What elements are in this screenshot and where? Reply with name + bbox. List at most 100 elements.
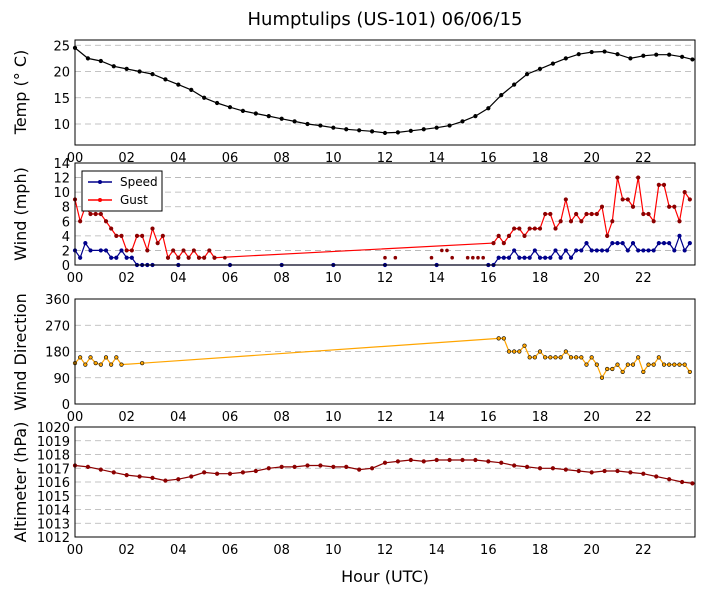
wind-direction-point: [584, 362, 589, 367]
speed-point: [636, 248, 641, 253]
temp-point: [615, 52, 620, 57]
wind-direction-point: [88, 355, 93, 360]
speed-point: [579, 248, 584, 253]
temp-point: [150, 72, 155, 77]
wind-direction-point: [543, 355, 548, 360]
speed-point: [687, 241, 692, 246]
gust-point: [476, 255, 480, 260]
altimeter-point: [305, 463, 310, 468]
temp-point: [512, 82, 517, 87]
wind-direction-point: [83, 362, 88, 367]
temp-point: [202, 95, 207, 100]
gust-point: [558, 219, 563, 224]
temp-xtick-label: 08: [273, 151, 290, 166]
altimeter-point: [434, 457, 439, 463]
gust-point: [517, 226, 522, 231]
altimeter-xtick-label: 20: [583, 543, 600, 558]
wind-direction-point: [574, 355, 579, 360]
temp-point: [176, 82, 181, 87]
speed-point: [630, 241, 636, 246]
wind-xtick-label: 08: [273, 271, 290, 286]
temp-xtick-label: 18: [532, 151, 549, 166]
speed-point: [88, 248, 93, 253]
speed-point: [625, 248, 630, 253]
speed-point: [651, 248, 656, 253]
wind-direction-point: [677, 362, 682, 367]
temp-point: [434, 125, 439, 130]
legend: Speed Gust: [81, 170, 163, 212]
speed-point: [506, 255, 512, 260]
wind-xtick-label: 02: [118, 271, 135, 286]
wind-xtick-label: 16: [480, 271, 497, 286]
chart-title: Humptulips (US-101) 06/06/15: [248, 9, 523, 30]
altimeter-xtick-label: 08: [273, 543, 290, 558]
gust-point: [119, 233, 124, 238]
temp-point: [408, 128, 413, 133]
speed-point: [594, 248, 599, 253]
gust-point: [98, 211, 103, 217]
wind-direction-point: [651, 362, 656, 367]
altimeter-ylabel: Altimeter (hPa): [11, 422, 30, 543]
wind-direction-point: [672, 362, 677, 367]
altimeter-xtick-label: 10: [325, 543, 342, 558]
direction-xtick-label: 20: [583, 410, 600, 425]
direction-xtick-label: 22: [635, 410, 652, 425]
direction-xtick-label: 10: [325, 410, 342, 425]
wind-direction-point: [656, 355, 661, 360]
direction-xtick-label: 02: [118, 410, 135, 425]
speed-point: [672, 248, 677, 253]
gust-point: [212, 255, 217, 260]
altimeter-point: [589, 470, 594, 475]
gust-point: [630, 204, 636, 209]
speed-point: [620, 241, 625, 246]
gust-point: [176, 255, 181, 260]
altimeter-point: [292, 464, 297, 469]
gust-point: [124, 248, 129, 253]
altimeter-point: [690, 481, 695, 486]
direction-xtick-label: 18: [532, 410, 549, 425]
altimeter-point: [344, 464, 349, 469]
gust-point: [615, 175, 620, 180]
direction-xtick-label: 14: [428, 410, 445, 425]
gust-point: [568, 219, 574, 224]
gust-point: [145, 248, 150, 253]
temp-point: [563, 56, 568, 61]
wind-xtick-label: 22: [635, 271, 652, 286]
gust-point: [171, 248, 176, 253]
altimeter-point: [512, 463, 517, 468]
gust-point: [93, 211, 98, 217]
altimeter-point: [679, 479, 685, 485]
gust-point: [532, 226, 537, 231]
temp-point: [473, 114, 478, 119]
speed-point: [563, 248, 568, 253]
wind-direction-point: [667, 362, 672, 367]
gust-point: [134, 233, 140, 238]
wind-direction-point: [532, 355, 537, 360]
temp-point: [589, 49, 594, 55]
altimeter-point: [240, 470, 246, 475]
wind-ytick-label: 14: [53, 157, 70, 172]
temp-ytick-label: 25: [53, 39, 70, 54]
altimeter-point: [202, 470, 207, 475]
gust-point: [223, 255, 227, 260]
speed-point: [103, 248, 109, 253]
temp-xtick-label: 22: [635, 151, 652, 166]
wind-ytick-label: 6: [62, 215, 70, 230]
gust-point: [393, 255, 398, 260]
gust-point: [429, 255, 434, 260]
direction-ytick-label: 270: [45, 319, 70, 334]
speed-point: [109, 255, 114, 260]
wind-direction-point: [620, 369, 625, 375]
altimeter-ytick-label: 1015: [37, 490, 70, 505]
speed-point: [661, 241, 667, 246]
temp-point: [679, 54, 685, 59]
wind-direction-point: [646, 362, 651, 367]
wind-direction-point: [568, 355, 574, 360]
wind-direction-point: [537, 349, 543, 354]
temp-point: [98, 58, 103, 64]
altimeter-ytick-label: 1013: [37, 517, 70, 532]
wind-direction-point: [630, 362, 636, 367]
wind-axes-frame: [74, 162, 696, 266]
altimeter-point: [331, 464, 336, 469]
gust-point: [548, 211, 553, 217]
